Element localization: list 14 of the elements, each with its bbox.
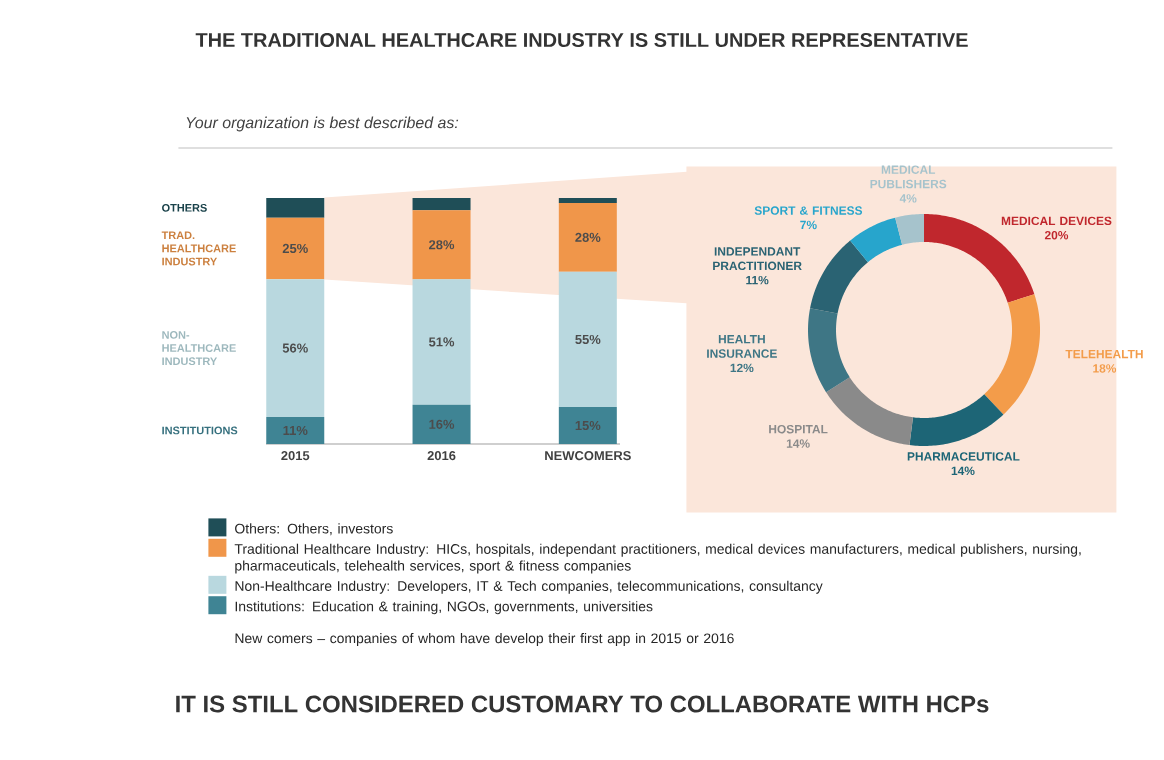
bar — [266, 416, 325, 444]
bar — [558, 202, 617, 272]
bar — [266, 217, 325, 280]
bar — [412, 197, 471, 211]
bar — [558, 407, 617, 444]
bar — [412, 279, 471, 405]
bar — [266, 197, 325, 218]
bar — [412, 210, 471, 280]
bar — [266, 279, 325, 417]
bar — [558, 271, 617, 408]
bar — [558, 197, 617, 203]
bar — [412, 404, 471, 444]
text: IT IS STILL CONSIDERED CUSTOMARY TO COLLABORATE WITH HCPs — [176, 695, 989, 713]
chart-title: THE TRADITIONAL HEALTHCARE INDUSTRY IS STILL UNDER REPRESENTATIVE — [195, 32, 968, 48]
